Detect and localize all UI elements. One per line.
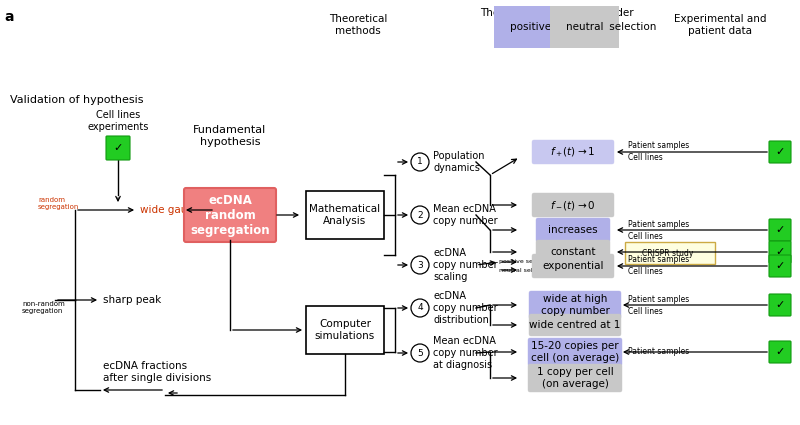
Text: Patient samples: Patient samples [628,142,690,150]
FancyBboxPatch shape [306,306,384,354]
Text: 1: 1 [417,158,423,167]
Text: Patient samples: Patient samples [628,295,690,303]
Text: 15-20 copies per
cell (on average): 15-20 copies per cell (on average) [531,341,619,363]
Text: Patient samples: Patient samples [628,255,690,264]
Text: constant: constant [550,247,596,257]
FancyBboxPatch shape [529,314,621,336]
Text: Validation of hypothesis: Validation of hypothesis [10,95,143,105]
FancyBboxPatch shape [769,241,791,263]
Text: wide at high
copy number: wide at high copy number [541,294,610,316]
Text: 2: 2 [417,210,423,219]
Text: $f_+(t) \rightarrow 1$: $f_+(t) \rightarrow 1$ [550,145,596,159]
Text: neutral: neutral [566,22,603,32]
Text: Experimental and
patient data: Experimental and patient data [674,14,766,36]
Text: ✓: ✓ [775,247,785,257]
Text: ✓: ✓ [775,347,785,357]
Text: 5: 5 [417,348,423,357]
Text: ecDNA
random
segregation: ecDNA random segregation [190,193,270,236]
FancyBboxPatch shape [532,140,614,164]
Text: positive: positive [510,22,551,32]
Text: Cell lines
experiments: Cell lines experiments [87,110,149,132]
Text: random
segregation: random segregation [38,196,79,210]
Text: Mathematical
Analysis: Mathematical Analysis [310,204,381,226]
Text: ecDNA fractions
after single divisions: ecDNA fractions after single divisions [103,361,211,383]
Text: Cell lines: Cell lines [628,153,662,162]
FancyBboxPatch shape [532,254,614,278]
Text: ✓: ✓ [775,147,785,157]
Text: 3: 3 [417,261,423,269]
Text: non-random
segregation: non-random segregation [22,301,65,314]
FancyBboxPatch shape [528,338,622,366]
Text: ✓: ✓ [114,143,122,153]
Text: Fundamental
hypothesis: Fundamental hypothesis [194,125,266,147]
Text: CRISPR study: CRISPR study [642,249,694,258]
FancyBboxPatch shape [769,341,791,363]
Text: ✓: ✓ [775,225,785,235]
Text: wide centred at 1: wide centred at 1 [530,320,621,330]
FancyBboxPatch shape [769,219,791,241]
FancyBboxPatch shape [306,191,384,239]
FancyBboxPatch shape [528,364,622,392]
Text: Mean ecDNA
copy number: Mean ecDNA copy number [433,204,498,226]
Text: neutral selection: neutral selection [499,267,552,272]
Text: Theoretical
methods: Theoretical methods [329,14,387,36]
Text: exponential: exponential [542,261,604,271]
Text: wide gaussian: wide gaussian [140,205,214,215]
Text: ✓: ✓ [775,300,785,310]
Text: Patient samples: Patient samples [628,219,690,229]
Text: Cell lines: Cell lines [628,267,662,277]
FancyBboxPatch shape [536,240,610,264]
Text: ecDNA
copy number
scaling: ecDNA copy number scaling [433,248,498,282]
Text: Computer
simulations: Computer simulations [315,319,375,341]
Text: ecDNA
copy number
distribution: ecDNA copy number distribution [433,292,498,325]
Text: Cell lines: Cell lines [628,232,662,241]
FancyBboxPatch shape [769,255,791,277]
Text: 1 copy per cell
(on average): 1 copy per cell (on average) [537,367,614,389]
Text: Patient samples: Patient samples [628,348,690,357]
FancyBboxPatch shape [625,242,715,264]
Text: ✓: ✓ [775,261,785,271]
Text: Population
dynamics: Population dynamics [433,151,485,173]
Text: Mean ecDNA
copy number
at diagnosis: Mean ecDNA copy number at diagnosis [433,337,498,370]
Text: Theoretical predictions under: Theoretical predictions under [480,8,634,18]
Text: 4: 4 [417,303,423,312]
FancyBboxPatch shape [184,188,276,242]
FancyBboxPatch shape [769,294,791,316]
Text: a: a [4,10,14,24]
Text: positive selection: positive selection [499,260,554,264]
FancyBboxPatch shape [532,193,614,217]
FancyBboxPatch shape [769,141,791,163]
Text: sharp peak: sharp peak [103,295,162,305]
Text: selection: selection [606,22,656,32]
FancyBboxPatch shape [536,218,610,242]
Text: increases: increases [548,225,598,235]
Text: Cell lines: Cell lines [628,306,662,315]
FancyBboxPatch shape [529,291,621,319]
Text: $f_-(t) \rightarrow 0$: $f_-(t) \rightarrow 0$ [550,198,596,212]
Text: or: or [553,22,570,32]
FancyBboxPatch shape [106,136,130,160]
